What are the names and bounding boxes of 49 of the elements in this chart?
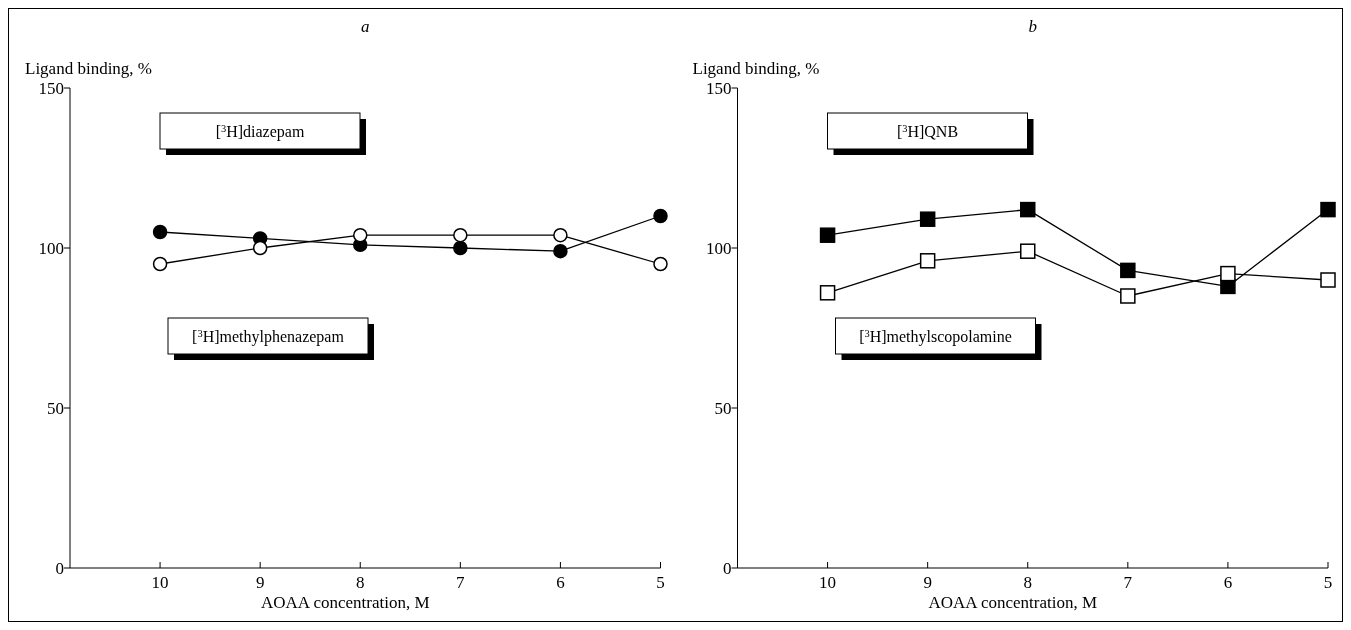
- y-tick-label: 100: [706, 239, 732, 258]
- x-tick-label: 5: [656, 573, 665, 592]
- y-tick-label: 50: [714, 399, 732, 418]
- point: [453, 227, 468, 243]
- point: [152, 256, 168, 272]
- point: [453, 240, 468, 256]
- x-tick-label: 8: [356, 573, 365, 592]
- point: [919, 211, 936, 227]
- x-tick-label: 5: [1323, 573, 1333, 592]
- point: [1320, 272, 1336, 288]
- point: [819, 285, 836, 301]
- x-tick-label: 9: [255, 573, 265, 592]
- point: [653, 208, 668, 224]
- point: [1320, 201, 1336, 218]
- y-tick-label: 0: [55, 559, 64, 578]
- y-axis-title: Ligand binding, %: [25, 59, 153, 78]
- text: [$^{3}$H]methylscopolamine: [859, 327, 1012, 346]
- point: [1020, 243, 1036, 259]
- x-axis-title: AOAA concentration, M: [928, 593, 1098, 612]
- point: [152, 224, 168, 240]
- x-tick-label: 9: [923, 573, 932, 592]
- x-tick-label: 10: [819, 573, 837, 592]
- point: [819, 227, 836, 243]
- point: [553, 227, 568, 243]
- y-tick-label: 50: [47, 399, 64, 418]
- x-axis-title: AOAA concentration, M: [260, 593, 430, 612]
- point: [1120, 262, 1136, 279]
- chart-title: a: [361, 17, 370, 36]
- x-tick-label: 8: [1023, 573, 1032, 592]
- y-tick-label: 150: [706, 79, 732, 98]
- x-tick-label: 7: [456, 573, 466, 592]
- x-tick-label: 7: [1123, 573, 1133, 592]
- y-tick-label: 100: [38, 239, 64, 258]
- point: [252, 240, 268, 256]
- y-tick-label: 150: [38, 79, 64, 98]
- point: [553, 243, 568, 259]
- x-tick-label: 6: [1223, 573, 1233, 592]
- point: [653, 256, 668, 272]
- point: [1220, 265, 1236, 282]
- x-tick-label: 6: [556, 573, 565, 592]
- text: [$^{3}$H]methylphenazepam: [192, 327, 345, 346]
- y-tick-label: 0: [723, 559, 732, 578]
- point: [1020, 201, 1036, 218]
- point: [1120, 288, 1136, 304]
- point: [919, 253, 936, 269]
- y-axis-title: Ligand binding, %: [692, 59, 820, 78]
- x-tick-label: 10: [151, 573, 169, 592]
- chart-title: b: [1028, 17, 1037, 36]
- point: [353, 227, 368, 243]
